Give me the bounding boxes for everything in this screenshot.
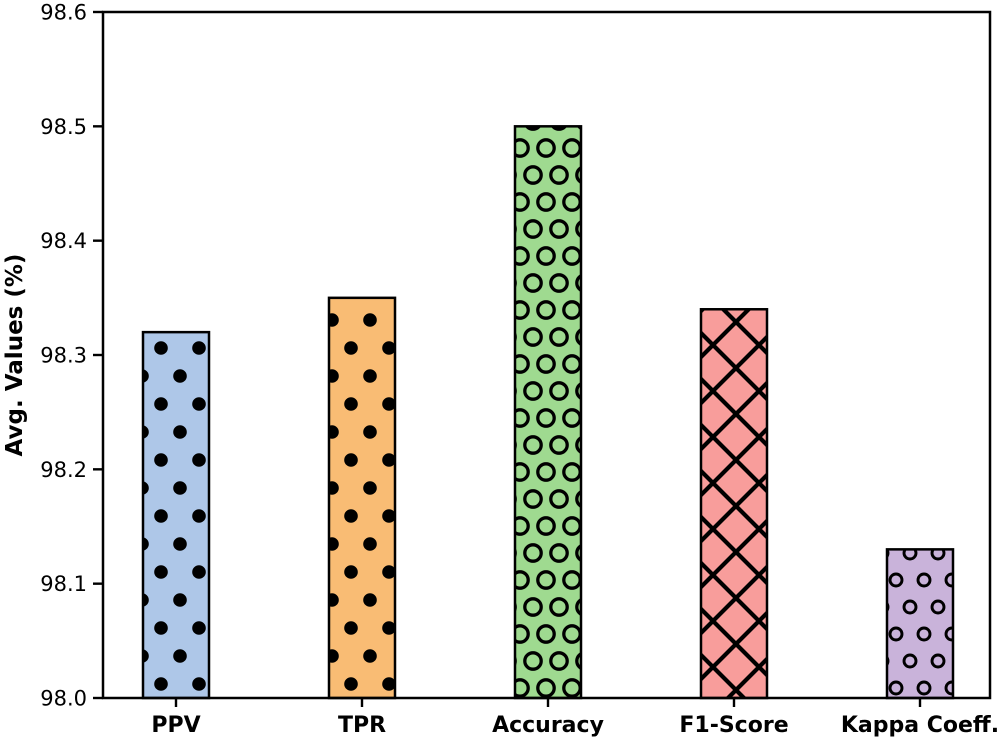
y-axis-title: Avg. Values (%): [2, 254, 28, 457]
bar-f1-score: [699, 308, 769, 700]
bar-ppv: [141, 330, 211, 700]
bar-accuracy: [513, 125, 583, 700]
bar-kappa-coeff: [885, 548, 955, 700]
y-tick-label: 98.1: [40, 572, 87, 596]
y-tick-label: 98.6: [40, 1, 87, 25]
bars-group: [141, 125, 955, 700]
x-tick-label-tpr: TPR: [338, 713, 386, 738]
axes-group: [93, 10, 992, 707]
y-tick-label: 98.5: [40, 115, 87, 139]
x-tick-label-accuracy: Accuracy: [492, 713, 604, 738]
y-tick-label: 98.3: [40, 344, 87, 368]
y-tick-label: 98.2: [40, 458, 87, 482]
x-tick-label-f1-score: F1-Score: [679, 713, 788, 738]
y-tick-label: 98.4: [40, 229, 87, 253]
x-tick-label-ppv: PPV: [151, 713, 200, 738]
y-tick-label: 98.0: [40, 687, 87, 711]
bar-tpr: [327, 296, 397, 700]
x-tick-label-kappa-coeff: Kappa Coeff.: [841, 713, 999, 738]
